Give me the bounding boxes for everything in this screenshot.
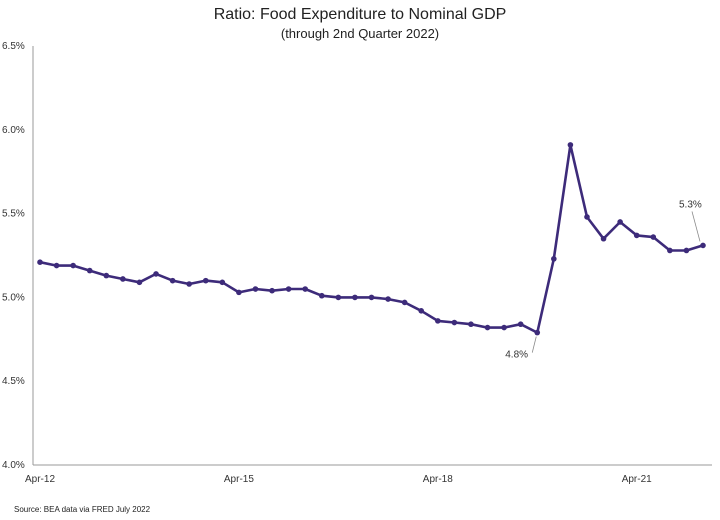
data-point [202, 277, 209, 284]
data-point [219, 279, 226, 286]
annotation-label: 5.3% [679, 199, 702, 210]
data-point [567, 142, 574, 148]
data-point [385, 296, 391, 302]
data-point [352, 294, 358, 301]
annotation-label: 4.8% [505, 350, 528, 361]
data-point [534, 329, 541, 336]
data-point [302, 286, 309, 292]
annotation-leader [531, 336, 537, 353]
x-tick-label: Apr-21 [622, 474, 652, 485]
data-point [517, 321, 524, 328]
data-point [683, 247, 690, 254]
source-note: Source: BEA data via FRED July 2022 [14, 505, 151, 514]
data-point [617, 219, 623, 225]
annotation-leader [691, 211, 701, 242]
data-point [153, 271, 159, 277]
y-tick-label: 6.5% [2, 41, 25, 52]
data-point [318, 292, 325, 299]
data-point [700, 242, 706, 249]
data-point [600, 235, 607, 242]
y-tick-label: 4.0% [2, 460, 25, 471]
data-point [285, 286, 292, 292]
data-point [418, 308, 425, 314]
x-tick-label: Apr-15 [224, 474, 254, 485]
y-tick-label: 6.0% [2, 125, 25, 136]
data-point [186, 281, 192, 287]
y-tick-label: 5.5% [2, 209, 25, 220]
data-point [551, 256, 557, 262]
data-point [53, 262, 60, 269]
data-point [70, 262, 76, 269]
data-point [451, 319, 458, 326]
data-point [37, 259, 43, 266]
x-tick-label: Apr-12 [25, 474, 55, 485]
data-point [120, 276, 126, 282]
data-point [484, 324, 491, 331]
line-chart: 4.0% 4.5% 5.0% 5.5% 6.0% 6.5% Apr-12 Apr-15 Apr-… [2, 41, 712, 485]
data-point [236, 289, 242, 296]
data-point [269, 287, 275, 294]
data-point [169, 277, 176, 284]
y-tick-label: 5.0% [2, 292, 25, 303]
data-point [401, 299, 408, 306]
data-point [650, 234, 657, 240]
data-point [468, 321, 474, 328]
data-point [252, 286, 259, 292]
data-point [435, 318, 441, 324]
data-point [633, 232, 640, 239]
x-tick-label: Apr-18 [423, 474, 453, 485]
chart-title: Ratio: Food Expenditure to Nominal GDP [213, 6, 507, 23]
data-point [103, 272, 110, 279]
data-point [501, 324, 507, 331]
data-point [335, 294, 342, 301]
y-tick-label: 4.5% [2, 376, 25, 387]
chart-subtitle: (through 2nd Quarter 2022) [280, 26, 440, 41]
data-point [86, 267, 93, 274]
data-point [136, 279, 143, 286]
data-point [368, 294, 375, 301]
data-point [667, 247, 673, 254]
data-point [584, 214, 590, 220]
